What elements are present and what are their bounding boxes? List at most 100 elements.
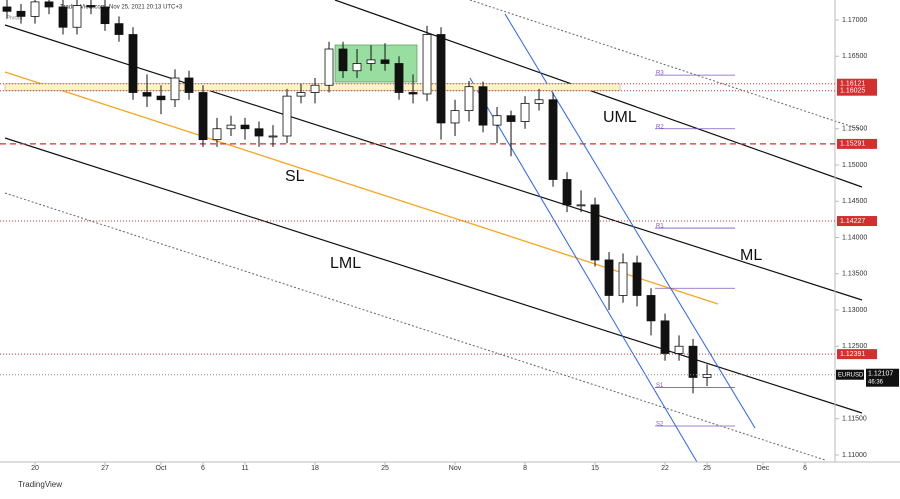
candle-body xyxy=(618,262,628,296)
y-tick-label: 1.14000 xyxy=(842,234,867,241)
upper-dotted xyxy=(469,0,863,131)
candle-body xyxy=(170,77,180,101)
indicator-label: Pivots xyxy=(6,16,22,22)
annotation: LML xyxy=(330,255,361,272)
candle-body xyxy=(394,63,404,93)
annotation: SL xyxy=(285,168,305,185)
y-tick-label: 1.14500 xyxy=(842,198,867,205)
candle-body xyxy=(226,124,236,130)
annotation: UML xyxy=(603,109,637,126)
x-tick-label: 25 xyxy=(703,465,711,472)
lower-dotted xyxy=(4,192,826,461)
candle-body xyxy=(198,92,208,141)
candle-body xyxy=(506,115,516,122)
lml-line xyxy=(4,137,863,414)
x-tick-label: 22 xyxy=(661,465,669,472)
candle-body xyxy=(324,48,334,86)
sl-line xyxy=(4,71,719,305)
y-tick-label: 1.17000 xyxy=(842,17,867,24)
x-tick-label: 18 xyxy=(311,465,319,472)
x-tick-label: 27 xyxy=(101,465,109,472)
x-tick-label: 11 xyxy=(241,465,248,472)
candle-body xyxy=(352,63,362,72)
candle-body xyxy=(604,259,614,296)
header: TradingView.com, Nov 25, 2021 20:13 UTC+… xyxy=(60,5,183,11)
candle-body xyxy=(310,84,320,93)
level-tag xyxy=(837,216,877,227)
footer-logo: TradingView xyxy=(18,480,62,489)
candle-body xyxy=(30,1,40,17)
x-tick-label: Dec xyxy=(757,465,770,472)
last-price-tag xyxy=(866,368,899,387)
level-label: 1.16025 xyxy=(840,88,865,95)
candle-body xyxy=(212,128,222,141)
x-tick-label: 8 xyxy=(523,465,527,472)
candle-body xyxy=(422,34,432,95)
x-tick-label: 20 xyxy=(31,465,39,472)
y-tick-label: 1.16500 xyxy=(842,53,867,60)
candle-body xyxy=(296,92,306,97)
candle-body xyxy=(58,6,68,28)
level-label: 1.12391 xyxy=(840,351,865,358)
candle-body xyxy=(72,5,82,28)
candle-body xyxy=(646,295,656,322)
candle-body xyxy=(520,102,530,122)
x-tick-label: Oct xyxy=(156,465,167,472)
x-tick-label: 25 xyxy=(381,465,389,472)
candle-body xyxy=(562,179,572,206)
y-tick-label: 1.15500 xyxy=(842,126,867,133)
level-tag xyxy=(837,78,877,89)
candle-body xyxy=(240,124,250,130)
candle-body xyxy=(436,34,446,124)
candle-body xyxy=(576,204,586,207)
pivot-label: R1 xyxy=(656,224,664,230)
level-tag xyxy=(837,85,877,96)
candle-body xyxy=(268,135,278,138)
y-tick-label: 1.15000 xyxy=(842,162,867,169)
candle-body xyxy=(660,320,670,354)
x-tick-label: 15 xyxy=(591,465,599,472)
y-tick-label: 1.12500 xyxy=(842,343,867,350)
y-tick-label: 1.13500 xyxy=(842,271,867,278)
candle-body xyxy=(366,59,376,64)
candle-body xyxy=(492,115,502,126)
ml-line xyxy=(4,24,863,301)
candle-body xyxy=(450,110,460,124)
uml-line xyxy=(334,0,863,188)
level-tag xyxy=(837,349,877,360)
symbol-label: EURUSD xyxy=(838,372,864,378)
level-tag xyxy=(837,138,877,149)
candle-body xyxy=(254,128,264,137)
candle-body xyxy=(184,77,194,93)
candle-body xyxy=(2,6,12,12)
x-tick-label: 6 xyxy=(803,465,807,472)
candle-body xyxy=(702,374,712,378)
y-tick-label: 1.13000 xyxy=(842,307,867,314)
candle-body xyxy=(16,10,26,17)
x-tick-label: Nov xyxy=(449,465,462,472)
blue-line xyxy=(469,77,698,463)
y-tick-label: 1.11500 xyxy=(842,416,867,423)
symbol-tag xyxy=(836,369,864,380)
candle-body xyxy=(380,59,390,64)
candle-body xyxy=(44,1,54,8)
candle-body xyxy=(590,204,600,261)
candle-body xyxy=(156,95,166,101)
level-label: 1.15291 xyxy=(840,141,865,148)
pivot-label: S1 xyxy=(656,383,664,389)
candle-body xyxy=(282,95,292,137)
level-label: 1.14227 xyxy=(840,218,865,225)
candle-body xyxy=(114,23,124,35)
candle-body xyxy=(548,99,558,180)
candle-body xyxy=(534,99,544,104)
pivot-label: S2 xyxy=(656,422,664,428)
candle-body xyxy=(142,92,152,97)
candle-body xyxy=(86,5,96,8)
x-tick-label: 6 xyxy=(201,465,205,472)
candle-body xyxy=(100,6,110,25)
candle-body xyxy=(674,345,684,354)
candle-body xyxy=(464,86,474,112)
countdown: 46:36 xyxy=(868,379,884,385)
candle-body xyxy=(478,86,488,126)
